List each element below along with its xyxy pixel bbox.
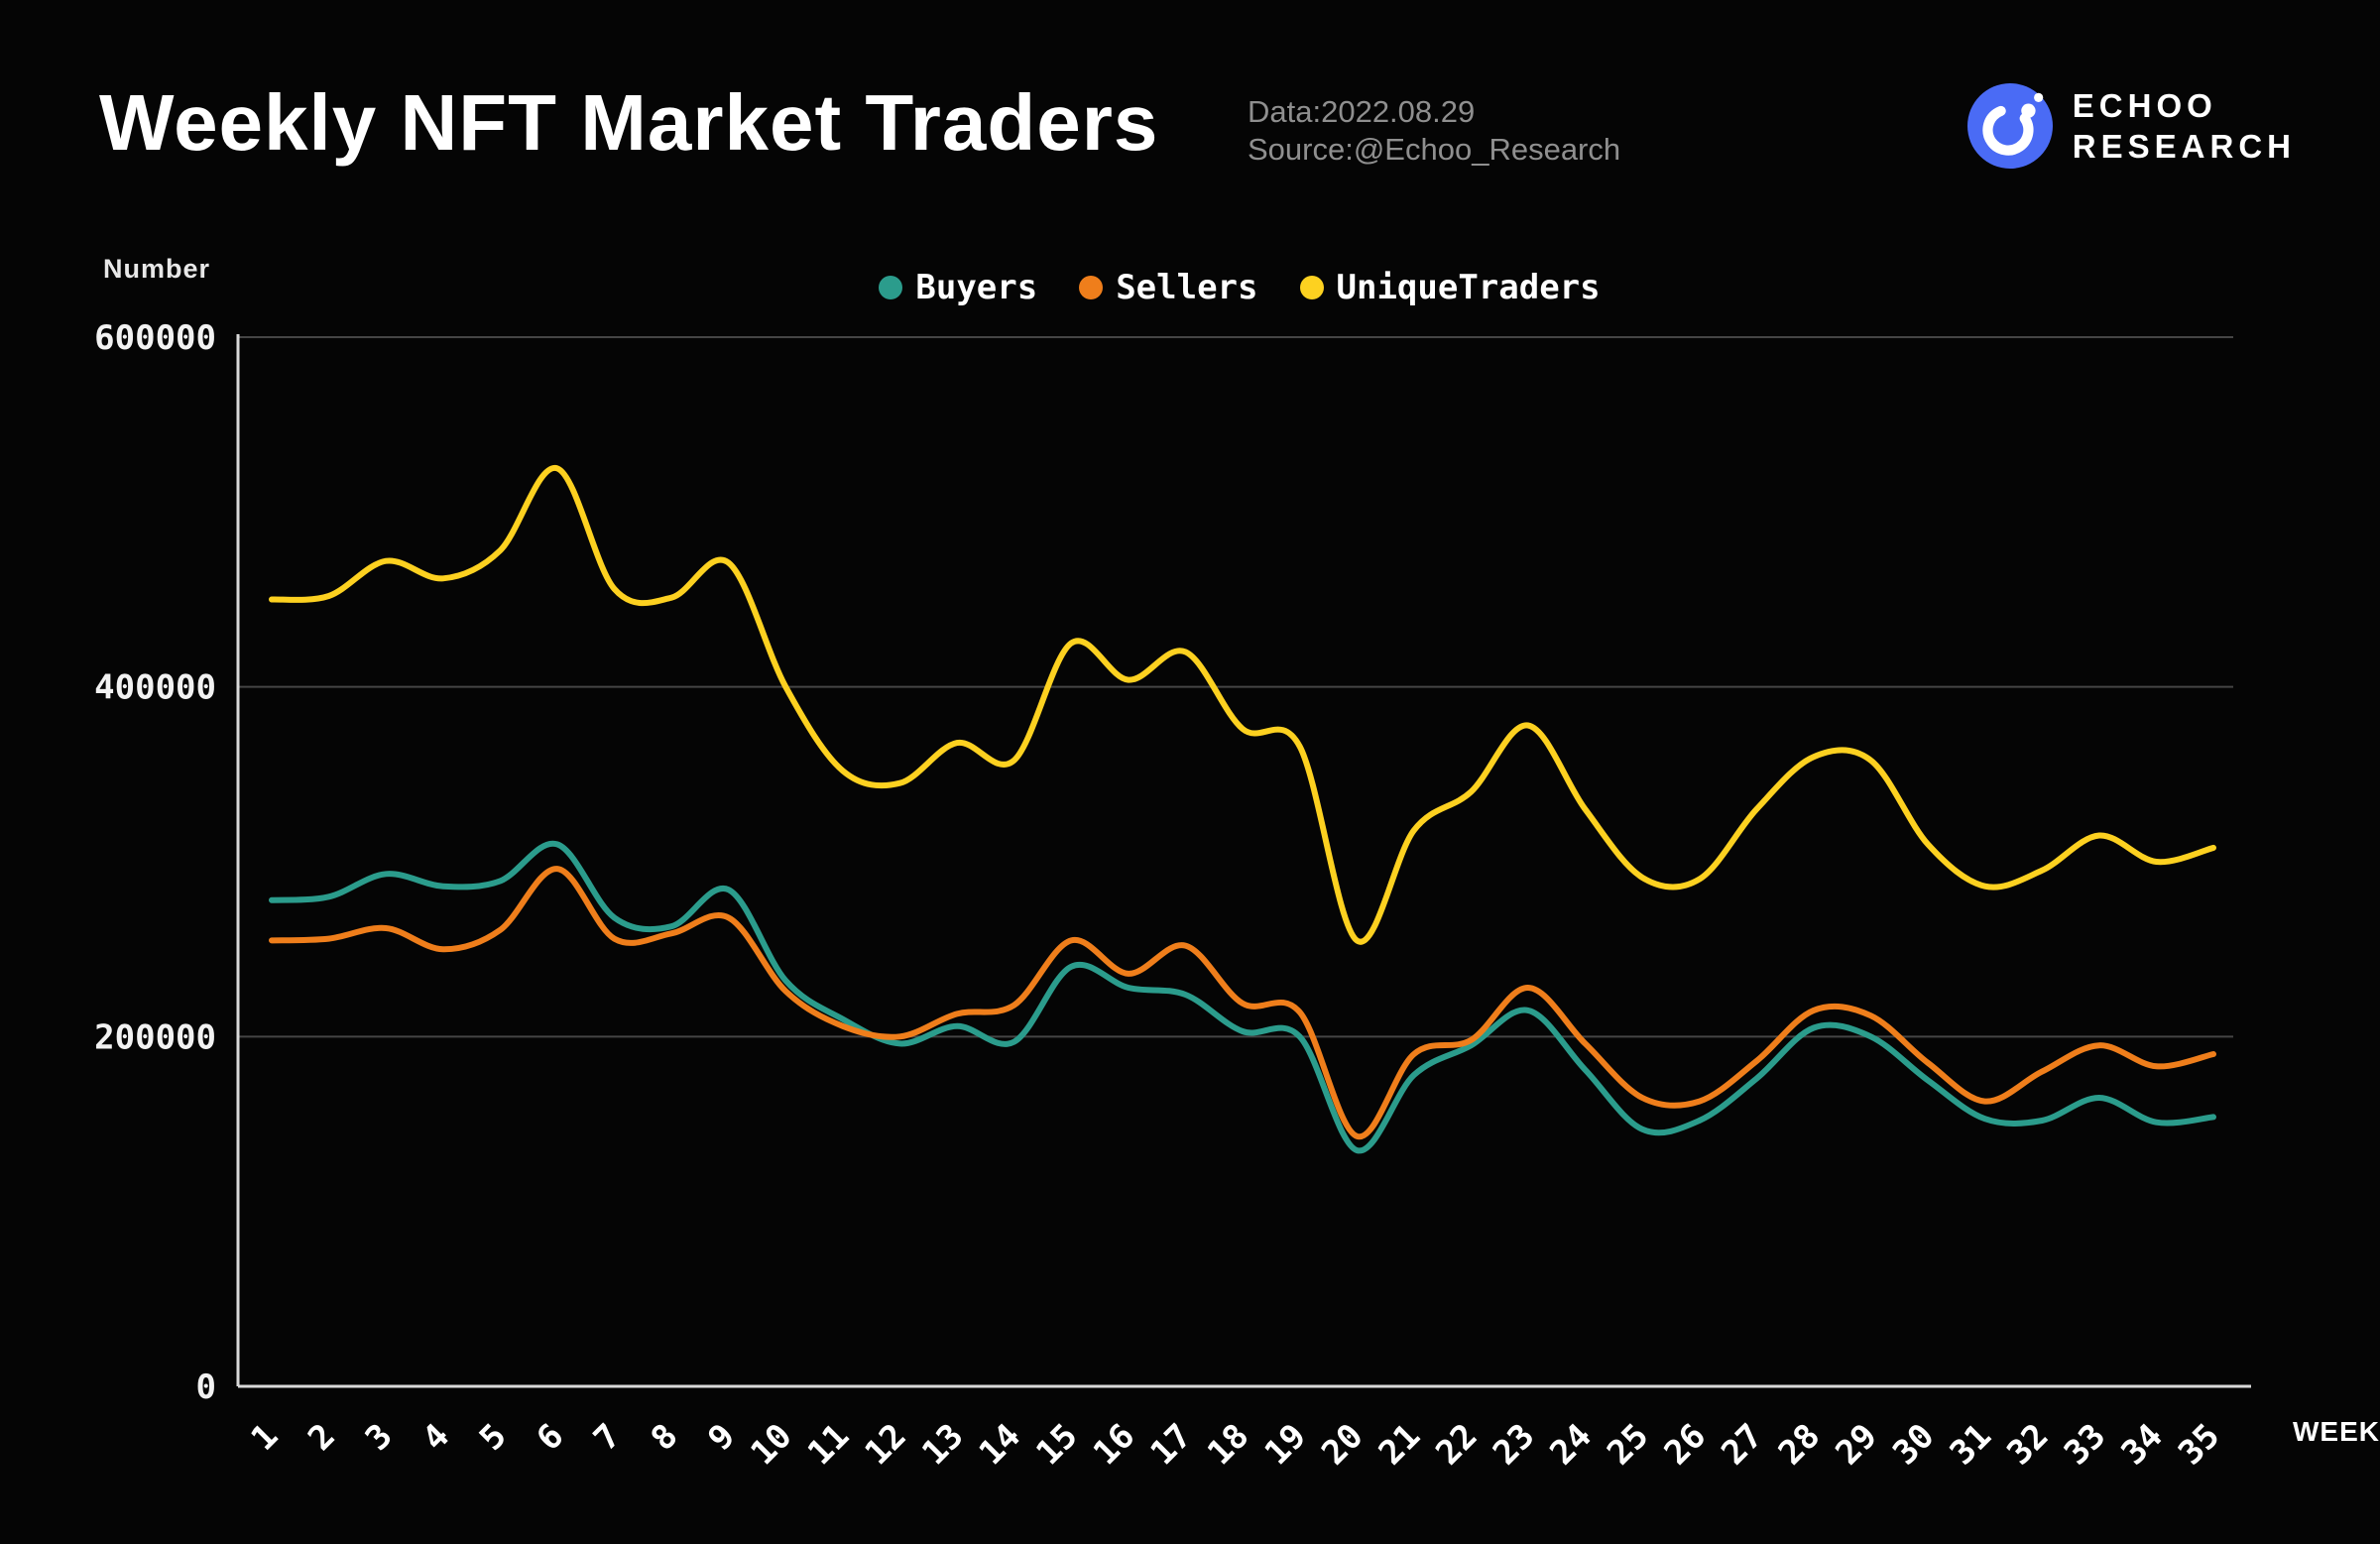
- x-tick-label: 16: [1086, 1416, 1142, 1473]
- page-title: Weekly NFT Market Traders: [99, 78, 1159, 167]
- x-tick-label: 24: [1543, 1416, 1600, 1473]
- legend-item-buyers[interactable]: Buyers: [879, 268, 1037, 307]
- y-tick-label: 200000: [94, 1017, 216, 1057]
- x-tick-label: 20: [1314, 1416, 1370, 1473]
- x-tick-label: 27: [1714, 1416, 1770, 1473]
- series-line-sellers[interactable]: [269, 866, 2216, 1139]
- x-tick-label: 25: [1600, 1416, 1656, 1473]
- x-tick-label: 28: [1771, 1416, 1828, 1473]
- x-tick-label: 10: [743, 1416, 799, 1473]
- y-tick-label: 0: [196, 1367, 216, 1407]
- brand-line-2: RESEARCH: [2072, 128, 2296, 165]
- legend-item-sellers[interactable]: Sellers: [1079, 268, 1258, 307]
- x-tick-label: 26: [1657, 1416, 1714, 1473]
- series-line-uniquetraders[interactable]: [269, 465, 2216, 945]
- x-tick-label: 2: [300, 1416, 343, 1459]
- x-tick-label: 6: [530, 1416, 572, 1459]
- x-tick-label: 31: [1943, 1416, 1999, 1473]
- echoo-logo-icon: [1966, 83, 2053, 169]
- series-line-buyers[interactable]: [269, 840, 2216, 1154]
- y-tick-label: 600000: [94, 318, 216, 358]
- x-tick-label: 17: [1143, 1416, 1200, 1473]
- x-tick-label: 33: [2057, 1416, 2113, 1473]
- x-tick-label: 5: [472, 1416, 515, 1459]
- legend-dot-sellers: [1079, 276, 1104, 299]
- legend-item-uniquetraders[interactable]: UniqueTraders: [1299, 268, 1601, 307]
- x-tick-label: 12: [858, 1416, 914, 1473]
- legend-label: Buyers: [915, 268, 1038, 307]
- x-tick-label: 1: [244, 1416, 287, 1459]
- x-axis-title: WEEK: [2293, 1416, 2380, 1447]
- legend-dot-uniquetraders: [1299, 276, 1324, 299]
- x-tick-label: 23: [1486, 1416, 1542, 1473]
- x-tick-label: 19: [1257, 1416, 1314, 1473]
- echoo-logo-text: ECHOO RESEARCH: [2073, 85, 2296, 167]
- chart-meta: Data:2022.08.29 Source:@Echoo_Research: [1248, 93, 1620, 169]
- echoo-logo: ECHOO RESEARCH: [1966, 83, 2296, 169]
- legend-label: Sellers: [1116, 268, 1258, 307]
- brand-line-1: ECHOO: [2072, 87, 2217, 124]
- x-tick-label: 30: [1885, 1416, 1942, 1473]
- x-tick-label: 13: [914, 1416, 971, 1473]
- x-tick-label: 35: [2171, 1416, 2227, 1473]
- x-tick-label: 34: [2114, 1416, 2171, 1473]
- x-tick-label: 21: [1371, 1416, 1428, 1473]
- x-tick-label: 29: [1829, 1416, 1885, 1473]
- x-tick-label: 15: [1028, 1416, 1085, 1473]
- data-date-label: Data:2022.08.29: [1248, 94, 1476, 129]
- x-tick-label: 32: [1999, 1416, 2056, 1473]
- legend-dot-buyers: [879, 276, 903, 299]
- x-tick-label: 9: [700, 1416, 743, 1459]
- x-tick-label: 18: [1200, 1416, 1256, 1473]
- x-tick-label: 3: [358, 1416, 401, 1459]
- x-tick-label: 22: [1428, 1416, 1485, 1473]
- x-tick-label: 14: [972, 1416, 1028, 1473]
- x-tick-label: 11: [800, 1416, 857, 1473]
- source-label: Source:@Echoo_Research: [1248, 132, 1621, 167]
- y-tick-label: 400000: [94, 668, 216, 708]
- legend: Buyers Sellers UniqueTraders: [99, 268, 2380, 307]
- y-axis-title: Number: [103, 254, 211, 284]
- x-tick-label: 8: [644, 1416, 686, 1459]
- x-tick-label: 7: [586, 1416, 629, 1459]
- x-tick-label: 4: [415, 1416, 457, 1459]
- legend-label: UniqueTraders: [1336, 268, 1601, 307]
